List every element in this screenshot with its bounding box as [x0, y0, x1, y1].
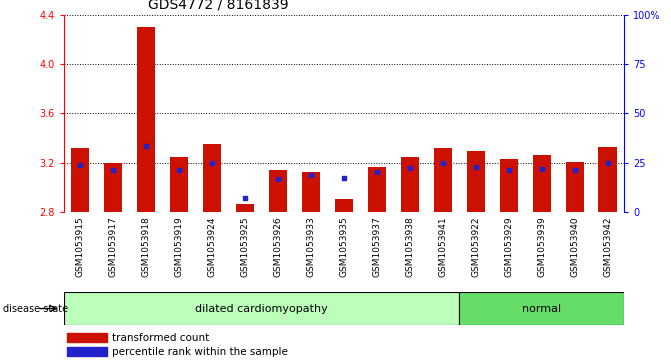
- Bar: [137, 27, 155, 212]
- Text: GSM1053917: GSM1053917: [109, 216, 117, 277]
- Bar: [599, 147, 617, 212]
- Bar: [67, 333, 107, 342]
- Text: percentile rank within the sample: percentile rank within the sample: [113, 347, 289, 357]
- Bar: [368, 167, 386, 212]
- Bar: [104, 163, 122, 212]
- Text: GSM1053941: GSM1053941: [438, 216, 448, 277]
- Text: GSM1053937: GSM1053937: [372, 216, 381, 277]
- Bar: [302, 172, 320, 212]
- Bar: [64, 292, 459, 325]
- Bar: [71, 148, 89, 212]
- Bar: [203, 144, 221, 212]
- Text: GSM1053933: GSM1053933: [307, 216, 315, 277]
- Text: GSM1053926: GSM1053926: [274, 216, 282, 277]
- Bar: [401, 157, 419, 212]
- Text: GSM1053924: GSM1053924: [207, 216, 217, 277]
- Bar: [533, 155, 551, 212]
- Bar: [236, 204, 254, 212]
- Text: GSM1053919: GSM1053919: [174, 216, 184, 277]
- Text: disease state: disease state: [3, 303, 68, 314]
- Text: GSM1053942: GSM1053942: [603, 216, 612, 277]
- Bar: [566, 162, 584, 212]
- Bar: [67, 347, 107, 356]
- Bar: [500, 159, 518, 212]
- Text: GSM1053929: GSM1053929: [504, 216, 513, 277]
- Text: GSM1053935: GSM1053935: [340, 216, 348, 277]
- Bar: [459, 292, 624, 325]
- Text: GSM1053915: GSM1053915: [76, 216, 85, 277]
- Text: GSM1053938: GSM1053938: [405, 216, 414, 277]
- Text: GSM1053918: GSM1053918: [142, 216, 151, 277]
- Bar: [335, 199, 353, 212]
- Text: GSM1053939: GSM1053939: [537, 216, 546, 277]
- Text: normal: normal: [522, 303, 561, 314]
- Text: GDS4772 / 8161839: GDS4772 / 8161839: [148, 0, 289, 12]
- Bar: [170, 157, 188, 212]
- Text: GSM1053925: GSM1053925: [240, 216, 250, 277]
- Text: GSM1053922: GSM1053922: [471, 216, 480, 277]
- Bar: [269, 170, 287, 212]
- Text: transformed count: transformed count: [113, 333, 210, 343]
- Bar: [433, 148, 452, 212]
- Text: dilated cardiomyopathy: dilated cardiomyopathy: [195, 303, 328, 314]
- Bar: [466, 151, 484, 212]
- Text: GSM1053940: GSM1053940: [570, 216, 579, 277]
